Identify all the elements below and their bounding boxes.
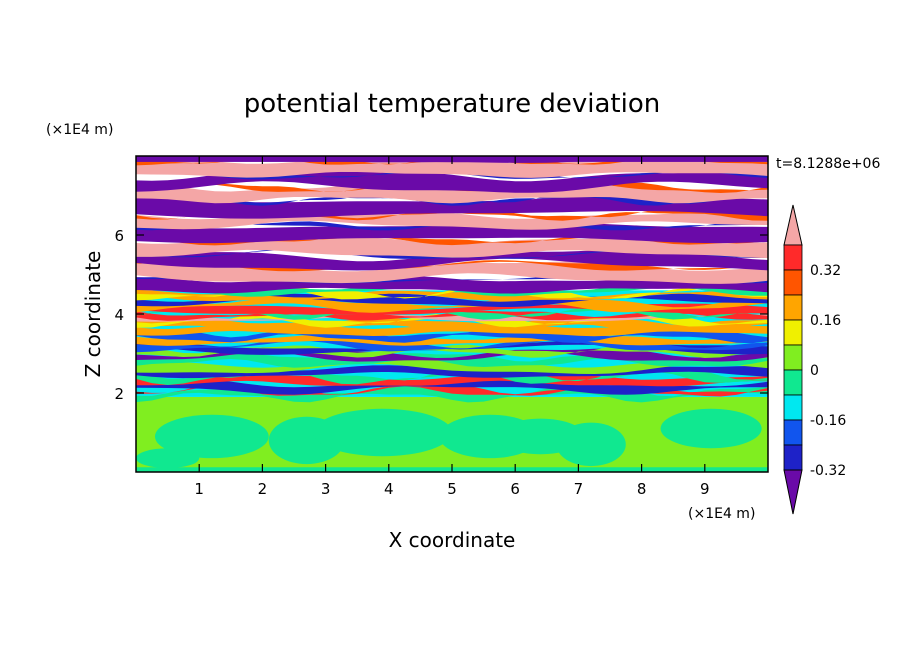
colorbar-label: -0.16 — [810, 413, 846, 429]
y-tick-label: 4 — [114, 306, 124, 324]
x-tick-label: 4 — [384, 480, 394, 498]
lower-patch — [660, 408, 762, 449]
y-axis-label: Z coordinate — [81, 251, 105, 378]
colorbar-label: 0 — [810, 363, 819, 379]
upper-edge — [136, 147, 768, 155]
colorbar-box — [783, 344, 803, 371]
middle-stripe — [136, 289, 768, 302]
middle-stripe — [136, 314, 768, 322]
upper-edge — [136, 169, 768, 180]
colorbar-label: -0.32 — [810, 463, 846, 479]
x-tick-label: 1 — [194, 480, 204, 498]
colorbar-box — [783, 319, 803, 346]
lower-patch — [312, 408, 452, 457]
lower-patch — [556, 422, 626, 467]
colorbar-box — [783, 369, 803, 396]
upper-band — [136, 195, 768, 219]
colorbar-box — [783, 269, 803, 296]
colorbar-extend-min — [783, 469, 803, 515]
chart-title: potential temperature deviation — [244, 89, 660, 119]
y-tick-label: 6 — [114, 227, 124, 245]
x-tick-label: 7 — [574, 480, 584, 498]
lower-patch — [154, 414, 269, 459]
upper-band — [136, 248, 768, 271]
middle-stripe — [136, 374, 768, 387]
colorbar-box — [783, 419, 803, 446]
colorbar-label: 0.32 — [810, 263, 841, 279]
x-axis: 1 2 3 4 5 6 7 8 9 — [194, 156, 710, 498]
colorbar-label: 0.16 — [810, 313, 841, 329]
x-tick-label: 6 — [510, 480, 520, 498]
middle-stripe — [136, 291, 768, 307]
colorbar-box — [783, 394, 803, 421]
lower-patch — [136, 448, 200, 469]
x-tick-label: 8 — [637, 480, 647, 498]
y-tick-label: 2 — [114, 385, 124, 403]
x-axis-label: X coordinate — [389, 528, 516, 552]
colorbar-box — [783, 294, 803, 321]
contour-field — [136, 147, 768, 472]
colorbar: -0.32 -0.16 0 0.16 0.32 — [783, 204, 846, 515]
middle-stripe — [136, 377, 768, 395]
colorbar-extend-max — [783, 204, 803, 246]
x-tick-label: 9 — [700, 480, 710, 498]
upper-edge — [136, 234, 768, 246]
time-label: t=8.1288e+06 — [776, 156, 880, 172]
x-unit-label: (×1E4 m) — [688, 506, 755, 522]
colorbar-box — [783, 444, 803, 471]
middle-stripe — [136, 344, 768, 358]
middle-stripe — [136, 365, 768, 379]
x-tick-label: 2 — [258, 480, 268, 498]
colorbar-box — [783, 244, 803, 271]
y-axis: 2 4 6 — [114, 227, 768, 403]
x-tick-label: 5 — [447, 480, 457, 498]
middle-stripe — [136, 296, 768, 313]
x-tick-label: 3 — [321, 480, 331, 498]
y-unit-label: (×1E4 m) — [46, 122, 113, 138]
middle-stripe — [136, 357, 768, 374]
